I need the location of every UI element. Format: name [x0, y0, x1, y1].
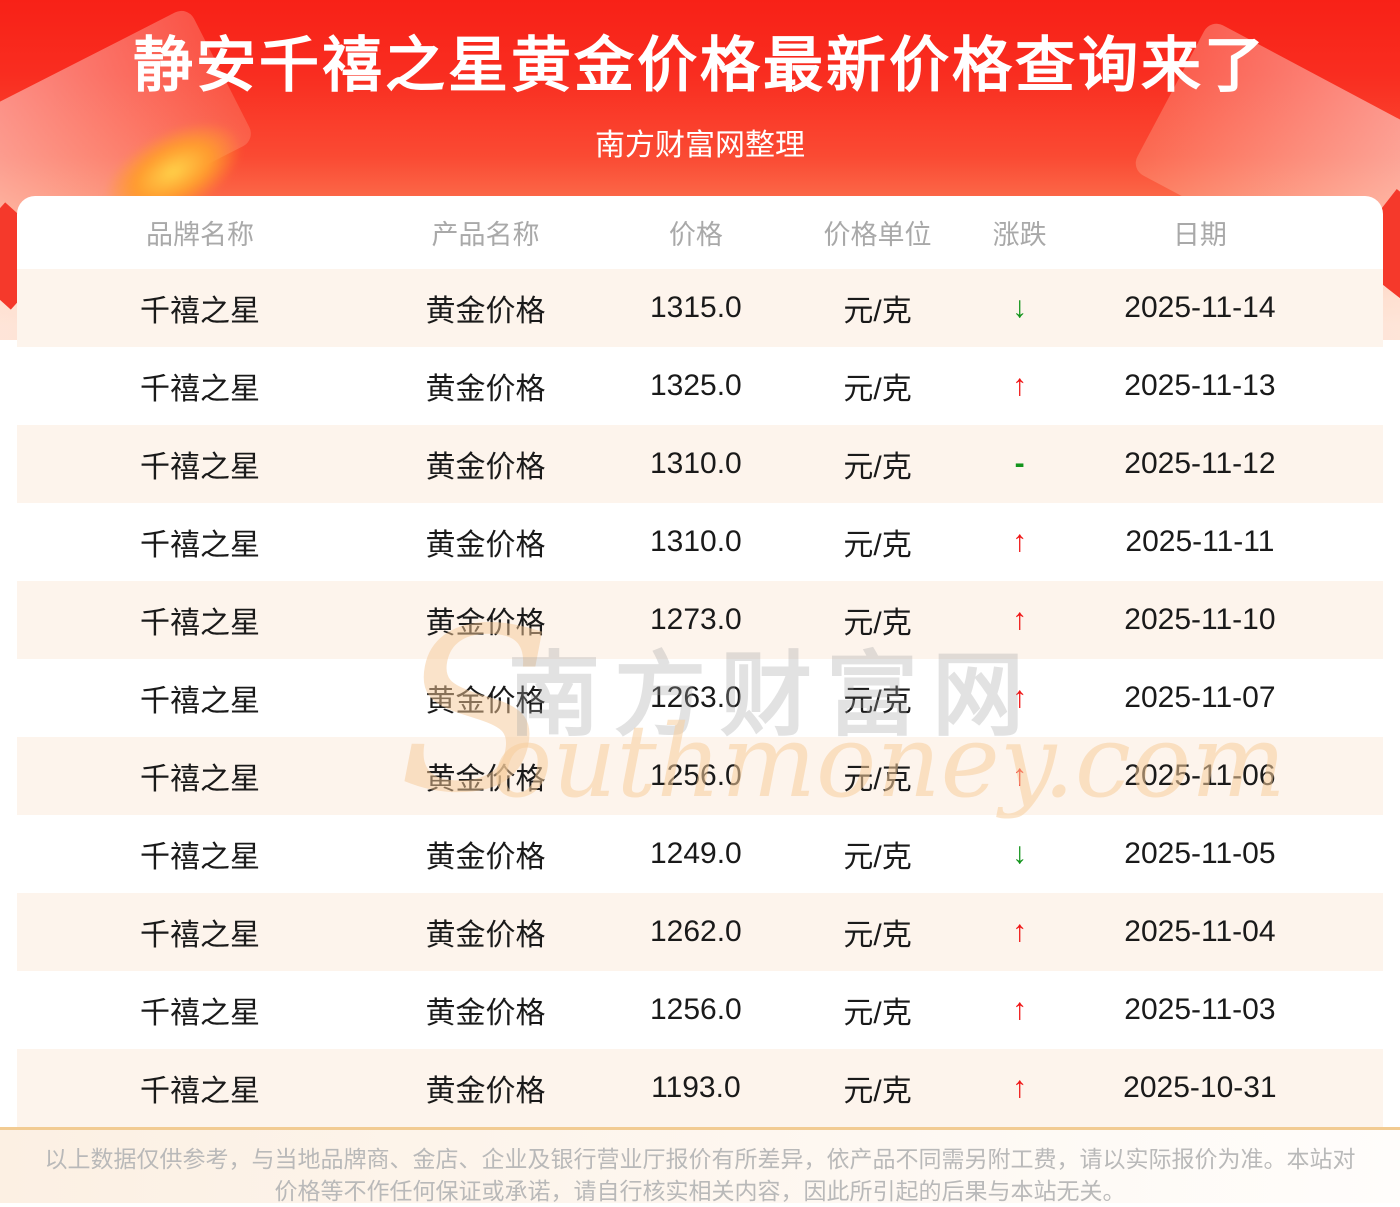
up-arrow-icon: ↑: [1012, 681, 1028, 714]
cell-date: 2025-11-14: [1124, 291, 1276, 324]
cell-date: 2025-11-03: [1124, 993, 1276, 1026]
cell-brand: 千禧之星: [140, 841, 261, 874]
cell-brand: 千禧之星: [140, 997, 261, 1030]
table-row: 千禧之星 黄金价格 1310.0 元/克 - 2025-11-12: [17, 425, 1383, 503]
col-header-price: 价格: [668, 220, 723, 250]
cell-price: 1273.0: [649, 603, 742, 636]
cell-brand: 千禧之星: [140, 451, 261, 484]
cell-product: 黄金价格: [425, 295, 546, 328]
col-header-unit: 价格单位: [823, 220, 932, 250]
cell-date: 2025-11-12: [1124, 447, 1276, 480]
cell-product: 黄金价格: [425, 529, 546, 562]
price-table: 品牌名称 产品名称 价格 价格单位 涨跌 日期 千禧之星 黄金价格 1315.0 元/…: [17, 196, 1383, 1127]
cell-brand: 千禧之星: [140, 373, 261, 406]
cell-product: 黄金价格: [425, 763, 546, 796]
col-header-date: 日期: [1172, 220, 1227, 250]
cell-brand: 千禧之星: [140, 763, 261, 796]
table-row: 千禧之星 黄金价格 1262.0 元/克 ↑ 2025-11-04: [17, 893, 1383, 971]
cell-date: 2025-11-07: [1124, 681, 1276, 714]
cell-price: 1263.0: [649, 681, 742, 714]
cell-price: 1310.0: [649, 447, 742, 480]
col-header-brand: 品牌名称: [146, 220, 255, 250]
table-header-row: 品牌名称 产品名称 价格 价格单位 涨跌 日期: [17, 196, 1383, 269]
flat-dash-icon: -: [1014, 447, 1025, 480]
cell-date: 2025-11-04: [1124, 915, 1276, 948]
table-row: 千禧之星 黄金价格 1325.0 元/克 ↑ 2025-11-13: [17, 347, 1383, 425]
cell-price: 1256.0: [649, 759, 742, 792]
cell-product: 黄金价格: [425, 997, 546, 1030]
table-row: 千禧之星 黄金价格 1256.0 元/克 ↑ 2025-11-03: [17, 971, 1383, 1049]
cell-date: 2025-11-05: [1124, 837, 1276, 870]
cell-price: 1315.0: [649, 291, 742, 324]
cell-brand: 千禧之星: [140, 607, 261, 640]
disclaimer-line-1: 以上数据仅供参考，与当地品牌商、金店、企业及银行营业厅报价有所差异，依产品不同需…: [44, 1146, 1356, 1172]
table-row: 千禧之星 黄金价格 1193.0 元/克 ↑ 2025-10-31: [17, 1049, 1383, 1127]
down-arrow-icon: ↓: [1012, 291, 1028, 324]
cell-unit: 元/克: [843, 919, 912, 952]
cell-product: 黄金价格: [425, 685, 546, 718]
col-header-product: 产品名称: [431, 220, 540, 250]
table-row: 千禧之星 黄金价格 1256.0 元/克 ↑ 2025-11-06: [17, 737, 1383, 815]
table-row: 千禧之星 黄金价格 1273.0 元/克 ↑ 2025-11-10: [17, 581, 1383, 659]
cell-date: 2025-11-13: [1124, 369, 1276, 402]
table-row: 千禧之星 黄金价格 1310.0 元/克 ↑ 2025-11-11: [17, 503, 1383, 581]
cell-date: 2025-11-10: [1124, 603, 1276, 636]
up-arrow-icon: ↑: [1012, 603, 1028, 636]
cell-product: 黄金价格: [425, 451, 546, 484]
up-arrow-icon: ↑: [1012, 1071, 1028, 1104]
cell-date: 2025-11-06: [1124, 759, 1276, 792]
col-header-change: 涨跌: [992, 220, 1047, 250]
cell-brand: 千禧之星: [140, 685, 261, 718]
cell-product: 黄金价格: [425, 373, 546, 406]
cell-brand: 千禧之星: [140, 529, 261, 562]
cell-price: 1256.0: [649, 993, 742, 1026]
cell-date: 2025-10-31: [1123, 1071, 1277, 1104]
table-row: 千禧之星 黄金价格 1249.0 元/克 ↓ 2025-11-05: [17, 815, 1383, 893]
cell-unit: 元/克: [843, 763, 912, 796]
down-arrow-icon: ↓: [1012, 837, 1028, 870]
table-row: 千禧之星 黄金价格 1315.0 元/克 ↓ 2025-11-14: [17, 269, 1383, 347]
up-arrow-icon: ↑: [1012, 759, 1028, 792]
up-arrow-icon: ↑: [1012, 525, 1028, 558]
disclaimer: 以上数据仅供参考，与当地品牌商、金店、企业及银行营业厅报价有所差异，依产品不同需…: [0, 1127, 1400, 1204]
page-title: 静安千禧之星黄金价格最新价格查询来了: [133, 32, 1267, 99]
cell-brand: 千禧之星: [140, 295, 261, 328]
cell-unit: 元/克: [843, 373, 912, 406]
cell-product: 黄金价格: [425, 607, 546, 640]
up-arrow-icon: ↑: [1012, 915, 1028, 948]
table-row: 千禧之星 黄金价格 1263.0 元/克 ↑ 2025-11-07: [17, 659, 1383, 737]
cell-unit: 元/克: [843, 841, 912, 874]
cell-brand: 千禧之星: [140, 919, 261, 952]
cell-unit: 元/克: [843, 451, 912, 484]
cell-unit: 元/克: [843, 607, 912, 640]
cell-price: 1325.0: [649, 369, 742, 402]
up-arrow-icon: ↑: [1012, 993, 1028, 1026]
cell-unit: 元/克: [843, 529, 912, 562]
cell-date: 2025-11-11: [1125, 525, 1275, 558]
table-body: 千禧之星 黄金价格 1315.0 元/克 ↓ 2025-11-14 千禧之星 黄金价格 1325…: [17, 269, 1383, 1127]
page-subtitle: 南方财富网整理: [595, 129, 805, 162]
cell-unit: 元/克: [843, 295, 912, 328]
cell-price: 1193.0: [651, 1071, 741, 1104]
cell-product: 黄金价格: [425, 919, 546, 952]
up-arrow-icon: ↑: [1012, 369, 1028, 402]
cell-unit: 元/克: [843, 997, 912, 1030]
disclaimer-line-2: 价格等不作任何保证或承诺，请自行核实相关内容，因此所引起的后果与本站无关。: [274, 1178, 1126, 1204]
cell-price: 1262.0: [649, 915, 742, 948]
cell-product: 黄金价格: [425, 1075, 546, 1108]
cell-unit: 元/克: [843, 685, 912, 718]
cell-brand: 千禧之星: [140, 1075, 261, 1108]
cell-product: 黄金价格: [425, 841, 546, 874]
cell-price: 1249.0: [649, 837, 742, 870]
cell-unit: 元/克: [843, 1075, 912, 1108]
cell-price: 1310.0: [649, 525, 742, 558]
